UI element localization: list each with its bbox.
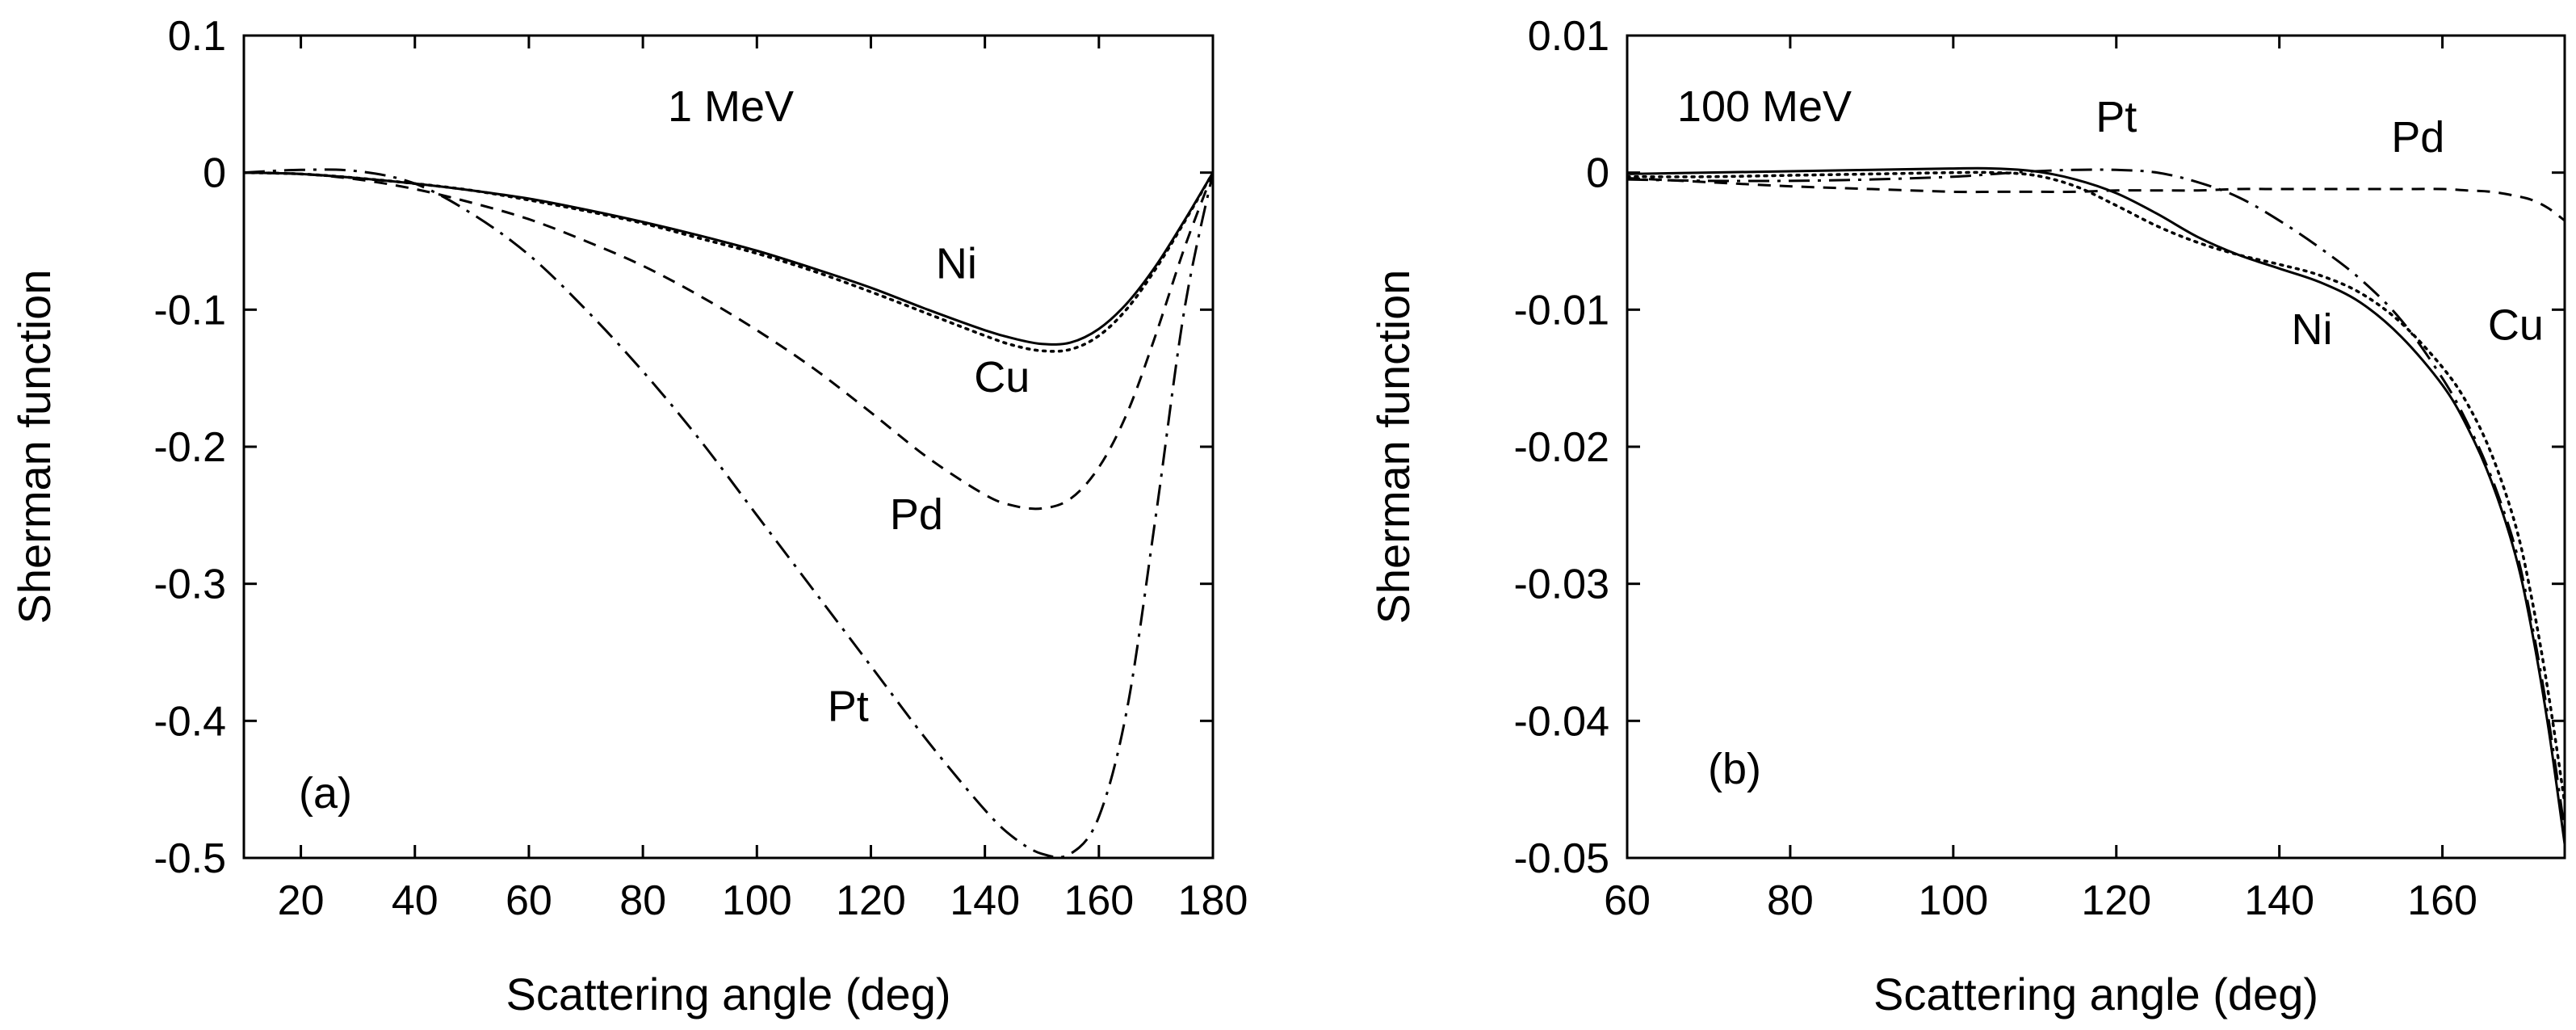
panel-a-series-ni-line [244, 171, 1213, 346]
panel-a-y-axis-label: Sherman function [9, 270, 60, 624]
panel-b-series-ni-line [1627, 166, 2565, 845]
panel-a-panel-tag: (a) [299, 769, 352, 818]
panel-b-series-ni-label: Ni [2292, 305, 2333, 354]
panel-a-x-tick-label: 60 [506, 877, 552, 924]
panel-b-y-tick-label: 0 [1586, 150, 1609, 197]
panel-b-series-cu-label: Cu [2488, 301, 2544, 350]
panel-b-y-tick-label: -0.03 [1513, 561, 1609, 608]
panel-a-series-pt-line [244, 168, 1213, 858]
panel-a-x-tick-label: 120 [836, 877, 906, 924]
panel-a-y-tick-label: 0.1 [168, 13, 226, 60]
panel-a-series-ni-label: Ni [936, 239, 977, 288]
panel-a-series-pd-line [244, 171, 1213, 511]
panel-b-panel-tag: (b) [1708, 745, 1761, 793]
panel-a-series-pd-label: Pd [890, 490, 943, 539]
panel-a-x-axis-label: Scattering angle (deg) [506, 969, 950, 1019]
panel-b-x-tick-label: 160 [2407, 877, 2477, 924]
panel-a-y-tick-label: -0.5 [153, 835, 226, 882]
panel-b-y-tick-label: -0.05 [1513, 835, 1609, 882]
panel-a: 20 40 60 80 100 120 140 160 180 0.1 0 -0.1 -0.2 -0.3 -… [9, 13, 1248, 1019]
panel-b-series-pd-label: Pd [2391, 113, 2444, 162]
panel-a-y-tick-label: -0.4 [153, 698, 226, 745]
panel-a-y-tick-label: -0.2 [153, 424, 226, 471]
panel-a-x-tick-label: 40 [392, 877, 438, 924]
panel-b-series-pt-line [1627, 168, 2565, 831]
panel-a-series-cu-line [244, 170, 1213, 353]
panel-a-plot-frame [242, 34, 1215, 860]
panel-b-x-tick-label: 80 [1767, 877, 1814, 924]
panel-b-x-tick-label: 100 [1918, 877, 1988, 924]
panel-a-x-tick-label: 140 [950, 877, 1020, 924]
panel-b-y-tick-label: 0.01 [1528, 13, 1609, 60]
panel-a-energy-annotation: 1 MeV [668, 82, 794, 131]
panel-a-x-tick-label: 100 [722, 877, 792, 924]
panel-b-energy-annotation: 100 MeV [1677, 82, 1852, 131]
panel-b-y-tick-label: -0.02 [1513, 424, 1609, 471]
panel-a-x-tick-label: 160 [1064, 877, 1134, 924]
panel-b-series-pt-label: Pt [2096, 93, 2137, 141]
panel-b-x-tick-label: 120 [2081, 877, 2151, 924]
panel-b-series-pd-line [1627, 176, 2565, 222]
panel-b-y-tick-label: -0.04 [1513, 698, 1609, 745]
panel-b: 60 80 100 120 140 160 0.01 0 -0.01 -0.02 -0.03 -0.0… [1368, 13, 2566, 1019]
panel-b-x-tick-label: 60 [1604, 877, 1651, 924]
panel-a-y-tick-label: -0.3 [153, 561, 226, 608]
panel-b-y-tick-label: -0.01 [1513, 287, 1609, 334]
panel-b-x-tick-label: 140 [2244, 877, 2314, 924]
panel-b-x-axis-label: Scattering angle (deg) [1873, 969, 2318, 1019]
panel-b-series-cu-line [1627, 170, 2565, 805]
panel-b-y-axis-label: Sherman function [1368, 270, 1419, 624]
panel-a-x-tick-label: 80 [619, 877, 666, 924]
panel-a-y-tick-label: -0.1 [153, 287, 226, 334]
panel-a-y-tick-label: 0 [203, 150, 226, 197]
panel-a-series-cu-label: Cu [974, 353, 1030, 401]
panel-a-series-pt-label: Pt [828, 682, 869, 730]
panel-a-x-tick-label: 180 [1178, 877, 1248, 924]
panel-a-x-tick-label: 20 [278, 877, 325, 924]
